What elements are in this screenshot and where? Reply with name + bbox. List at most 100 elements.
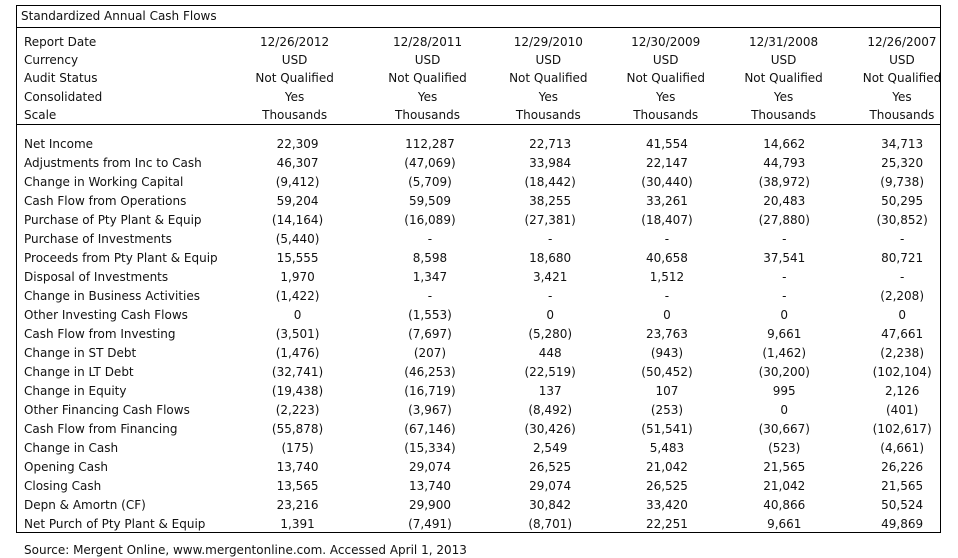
cell-value: Not Qualified: [626, 71, 705, 86]
cell-value: 23,763: [645, 326, 688, 341]
row-label: Scale: [24, 107, 57, 122]
cell-value: 23,216: [276, 497, 319, 512]
cell-value: (5,709): [408, 174, 452, 189]
cell-value: (9,412): [275, 174, 320, 189]
row-label: Net Income: [24, 136, 94, 151]
table-row: Proceeds from Pty Plant & Equip 15,555 8,5…: [20, 248, 958, 267]
cell-value: (15,334): [404, 440, 456, 455]
cash-flow-table: Net Income 22,309 112,287 22,713 41,554 14,66…: [20, 134, 958, 533]
cell-value: 22,251: [645, 516, 688, 531]
cell-value: (32,741): [271, 364, 324, 379]
cell-value: (2,223): [275, 402, 320, 417]
cell-value: Thousands: [751, 107, 817, 122]
cell-value: 3,421: [532, 269, 568, 284]
header-table: Report Date 12/26/2012 12/28/2011 12/29/201…: [20, 33, 958, 124]
cell-value: 50,295: [881, 193, 924, 208]
cell-value: (27,381): [524, 212, 576, 227]
cell-value: (9,738): [880, 174, 924, 189]
table-title: Standardized Annual Cash Flows: [21, 9, 217, 23]
cell-value: 46,307: [276, 155, 319, 170]
cell-value: 33,984: [529, 155, 572, 170]
cell-value: (2,208): [880, 288, 924, 303]
cell-value: 26,525: [645, 478, 688, 493]
cell-value: -: [899, 269, 905, 284]
cell-value: 47,661: [881, 326, 924, 341]
cell-value: 22,713: [529, 136, 572, 151]
cell-value: 21,565: [763, 459, 806, 474]
table-row: Change in ST Debt (1,476) (207) 448 (943) (1,…: [20, 343, 958, 362]
row-label: Adjustments from Inc to Cash: [24, 155, 202, 170]
row-label: Closing Cash: [24, 478, 102, 493]
cell-value: 37,541: [763, 250, 806, 265]
cell-value: Yes: [284, 89, 305, 104]
cell-value: 41,554: [645, 136, 688, 151]
cell-value: Not Qualified: [744, 71, 823, 86]
cell-value: 59,509: [408, 193, 451, 208]
cell-value: (175): [281, 440, 314, 455]
cell-value: 0: [663, 307, 671, 322]
table-row: Cash Flow from Investing (3,501) (7,697) (5…: [20, 324, 958, 343]
row-label: Report Date: [24, 35, 97, 50]
cell-value: (2,238): [880, 345, 924, 360]
cell-value: -: [782, 269, 787, 284]
cell-value: 29,900: [408, 497, 451, 512]
row-label: Purchase of Pty Plant & Equip: [24, 212, 202, 227]
cell-value: 29,074: [408, 459, 451, 474]
cell-value: (102,104): [872, 364, 932, 379]
cell-value: USD: [889, 53, 915, 68]
row-label: Audit Status: [24, 71, 98, 86]
row-label: Proceeds from Pty Plant & Equip: [24, 250, 218, 265]
row-label: Other Investing Cash Flows: [24, 307, 188, 322]
cell-value: (207): [413, 345, 447, 360]
cell-value: 995: [772, 383, 796, 398]
header-divider: [16, 124, 941, 125]
table-row: Change in Business Activities (1,422) - - - -…: [20, 286, 958, 305]
table-row: Disposal of Investments 1,970 1,347 3,421 1,…: [20, 267, 958, 286]
cell-value: (67,146): [404, 421, 456, 436]
cell-value: (16,089): [404, 212, 456, 227]
cell-value: (46,253): [404, 364, 456, 379]
cell-value: (7,491): [408, 516, 452, 531]
cell-value: -: [427, 231, 433, 246]
cell-value: Thousands: [869, 107, 935, 122]
table-row: Closing Cash 13,565 13,740 29,074 26,525 21,0…: [20, 476, 958, 495]
cell-value: -: [664, 288, 670, 303]
cell-value: 33,261: [645, 193, 688, 208]
cell-value: 21,042: [645, 459, 688, 474]
cell-value: (4,661): [880, 440, 924, 455]
cell-value: 12/30/2009: [631, 35, 701, 50]
table-frame: [16, 5, 941, 533]
cell-value: USD: [770, 53, 797, 68]
cell-value: 22,309: [276, 136, 319, 151]
cell-value: 112,287: [405, 136, 455, 151]
cell-value: (47,069): [404, 155, 456, 170]
row-label: Purchase of Investments: [24, 231, 172, 246]
title-divider: [16, 27, 941, 28]
cell-value: 9,661: [767, 516, 802, 531]
cell-value: (1,476): [275, 345, 320, 360]
header-row: Scale Thousands Thousands Thousands Thousand…: [20, 106, 958, 124]
cell-value: USD: [652, 53, 679, 68]
row-label: Disposal of Investments: [24, 269, 169, 284]
table-row: Other Financing Cash Flows (2,223) (3,967)…: [20, 400, 958, 419]
cell-value: Not Qualified: [388, 71, 467, 86]
cell-value: -: [548, 288, 553, 303]
cell-value: Not Qualified: [862, 71, 942, 86]
cell-value: 15,555: [276, 250, 319, 265]
row-label: Change in Working Capital: [24, 174, 184, 189]
cell-value: Thousands: [395, 107, 461, 122]
row-label: Net Purch of Pty Plant & Equip: [24, 516, 206, 531]
table-row: Cash Flow from Financing (55,878) (67,146)…: [20, 419, 958, 438]
row-label: Cash Flow from Operations: [24, 193, 187, 208]
header-row: Audit Status Not Qualified Not Qualified No…: [20, 69, 958, 87]
cell-value: (8,701): [528, 516, 573, 531]
cell-value: (401): [886, 402, 919, 417]
cell-value: Yes: [892, 89, 912, 104]
cell-value: USD: [414, 53, 441, 68]
cell-value: 12/28/2011: [392, 35, 463, 50]
row-label: Currency: [24, 53, 79, 68]
cell-value: (523): [768, 440, 801, 455]
row-label: Cash Flow from Investing: [24, 326, 176, 341]
table-row: Purchase of Investments (5,440) - - - - -: [20, 229, 958, 248]
row-label: Change in LT Debt: [24, 364, 134, 379]
